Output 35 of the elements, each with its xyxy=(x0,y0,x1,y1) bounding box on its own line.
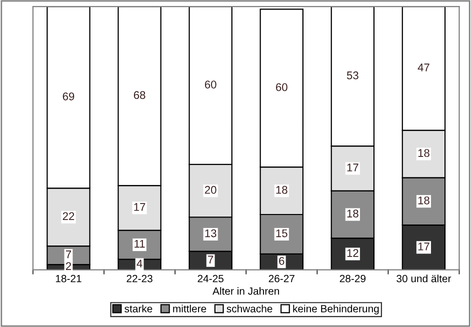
data-label: 18 xyxy=(418,149,430,157)
data-label: 69 xyxy=(62,92,74,100)
data-label: 17 xyxy=(134,203,146,211)
x-tick-label: 28-29 xyxy=(340,274,366,282)
data-label: 17 xyxy=(347,164,358,172)
x-tick-label: 30 und älter xyxy=(396,274,452,282)
data-label: 13 xyxy=(205,229,216,238)
data-label: 12 xyxy=(347,249,358,257)
data-label: 60 xyxy=(276,83,288,92)
legend-label: keine Behinderung xyxy=(293,304,379,314)
data-label: 20 xyxy=(204,186,216,194)
data-label: 47 xyxy=(418,64,430,72)
data-label: 60 xyxy=(204,80,216,88)
data-label: 18 xyxy=(276,186,288,194)
data-label: 2 xyxy=(66,262,72,270)
x-tick-label: 26-27 xyxy=(268,274,294,282)
data-label: 68 xyxy=(134,91,146,100)
data-label: 15 xyxy=(276,229,288,238)
data-label: 6 xyxy=(279,256,284,265)
data-label: 18 xyxy=(347,210,358,218)
x-tick-label: 24-25 xyxy=(198,274,224,282)
legend-label: starke xyxy=(124,304,152,312)
data-label: 22 xyxy=(62,212,74,220)
x-axis-title: Alter in Jahren xyxy=(212,287,280,295)
data-label: 18 xyxy=(418,196,430,204)
x-tick-label: 22-23 xyxy=(126,274,152,282)
data-label: 4 xyxy=(136,260,142,268)
x-tick-label: 18-21 xyxy=(56,274,82,282)
data-label: 7 xyxy=(208,256,214,264)
legend-label: schwache xyxy=(226,304,272,312)
legend-label: mittlere xyxy=(173,304,206,312)
data-label: 53 xyxy=(346,71,358,80)
data-label: 17 xyxy=(418,242,430,250)
data-label: 11 xyxy=(134,240,145,248)
data-label: 7 xyxy=(66,250,72,258)
